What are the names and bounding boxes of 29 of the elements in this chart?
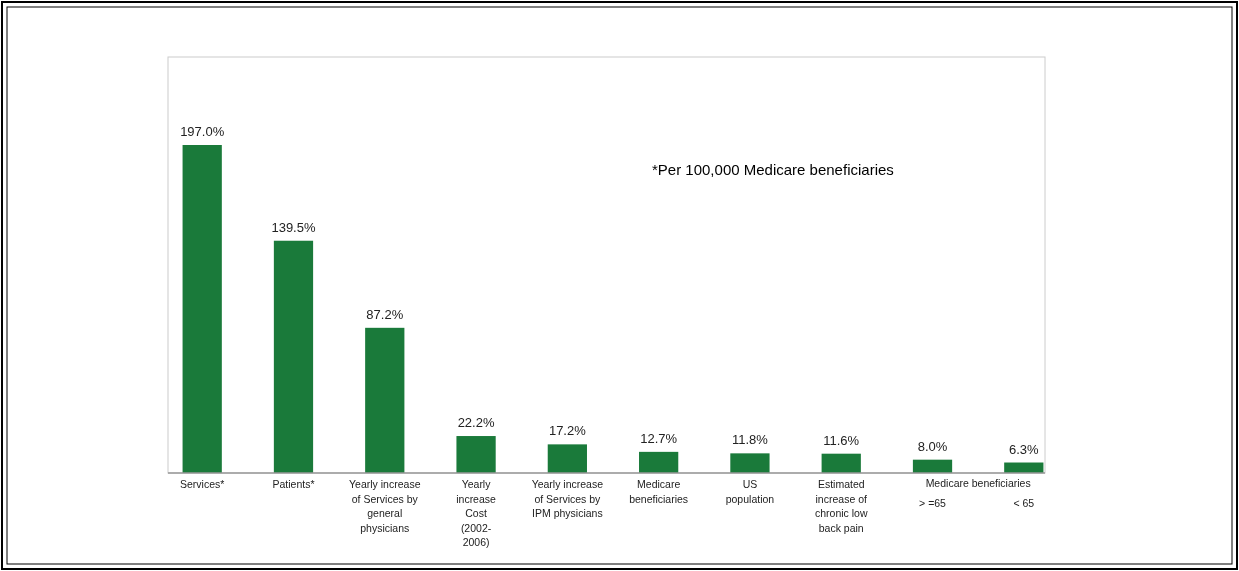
x-tick-label: Medicare beneficiaries	[629, 478, 689, 505]
bar	[821, 453, 861, 473]
data-label: 11.6%	[823, 432, 860, 448]
data-label: 17.2%	[548, 423, 587, 439]
x-tick-label: Services*	[180, 478, 225, 490]
bar	[456, 436, 496, 473]
x-tick-label: Patients*	[272, 478, 315, 490]
bar	[365, 327, 405, 473]
x-tick-label: US population	[725, 478, 775, 505]
x-tick-label: Yearly increase of Services by general physicians	[349, 478, 421, 534]
data-label: 22.2%	[457, 415, 495, 431]
x-tick-label: < 65	[1013, 497, 1035, 509]
bar	[547, 444, 587, 473]
data-label: 11.8%	[731, 432, 769, 448]
data-label: 12.7%	[640, 430, 678, 446]
x-tick-label: Estimated increase of chronic low back pain	[814, 478, 868, 534]
data-label: 87.2%	[366, 306, 404, 322]
data-label: 6.3%	[1008, 441, 1040, 457]
annotation: *Per 100,000 Medicare beneficiaries	[652, 161, 894, 178]
x-tick-label: Yearly increase Cost (2002- 2006)	[456, 478, 497, 548]
data-label: 139.5%	[271, 219, 316, 235]
bar	[730, 453, 770, 473]
bar	[182, 145, 222, 473]
x-tick-label: Yearly increase of Services by IPM physicians	[531, 478, 604, 519]
data-label: 197.0%	[180, 124, 225, 139]
x-tick-label: > =65	[919, 497, 947, 509]
bar	[639, 451, 679, 473]
data-label: 8.0%	[917, 438, 948, 454]
bar	[273, 240, 314, 473]
